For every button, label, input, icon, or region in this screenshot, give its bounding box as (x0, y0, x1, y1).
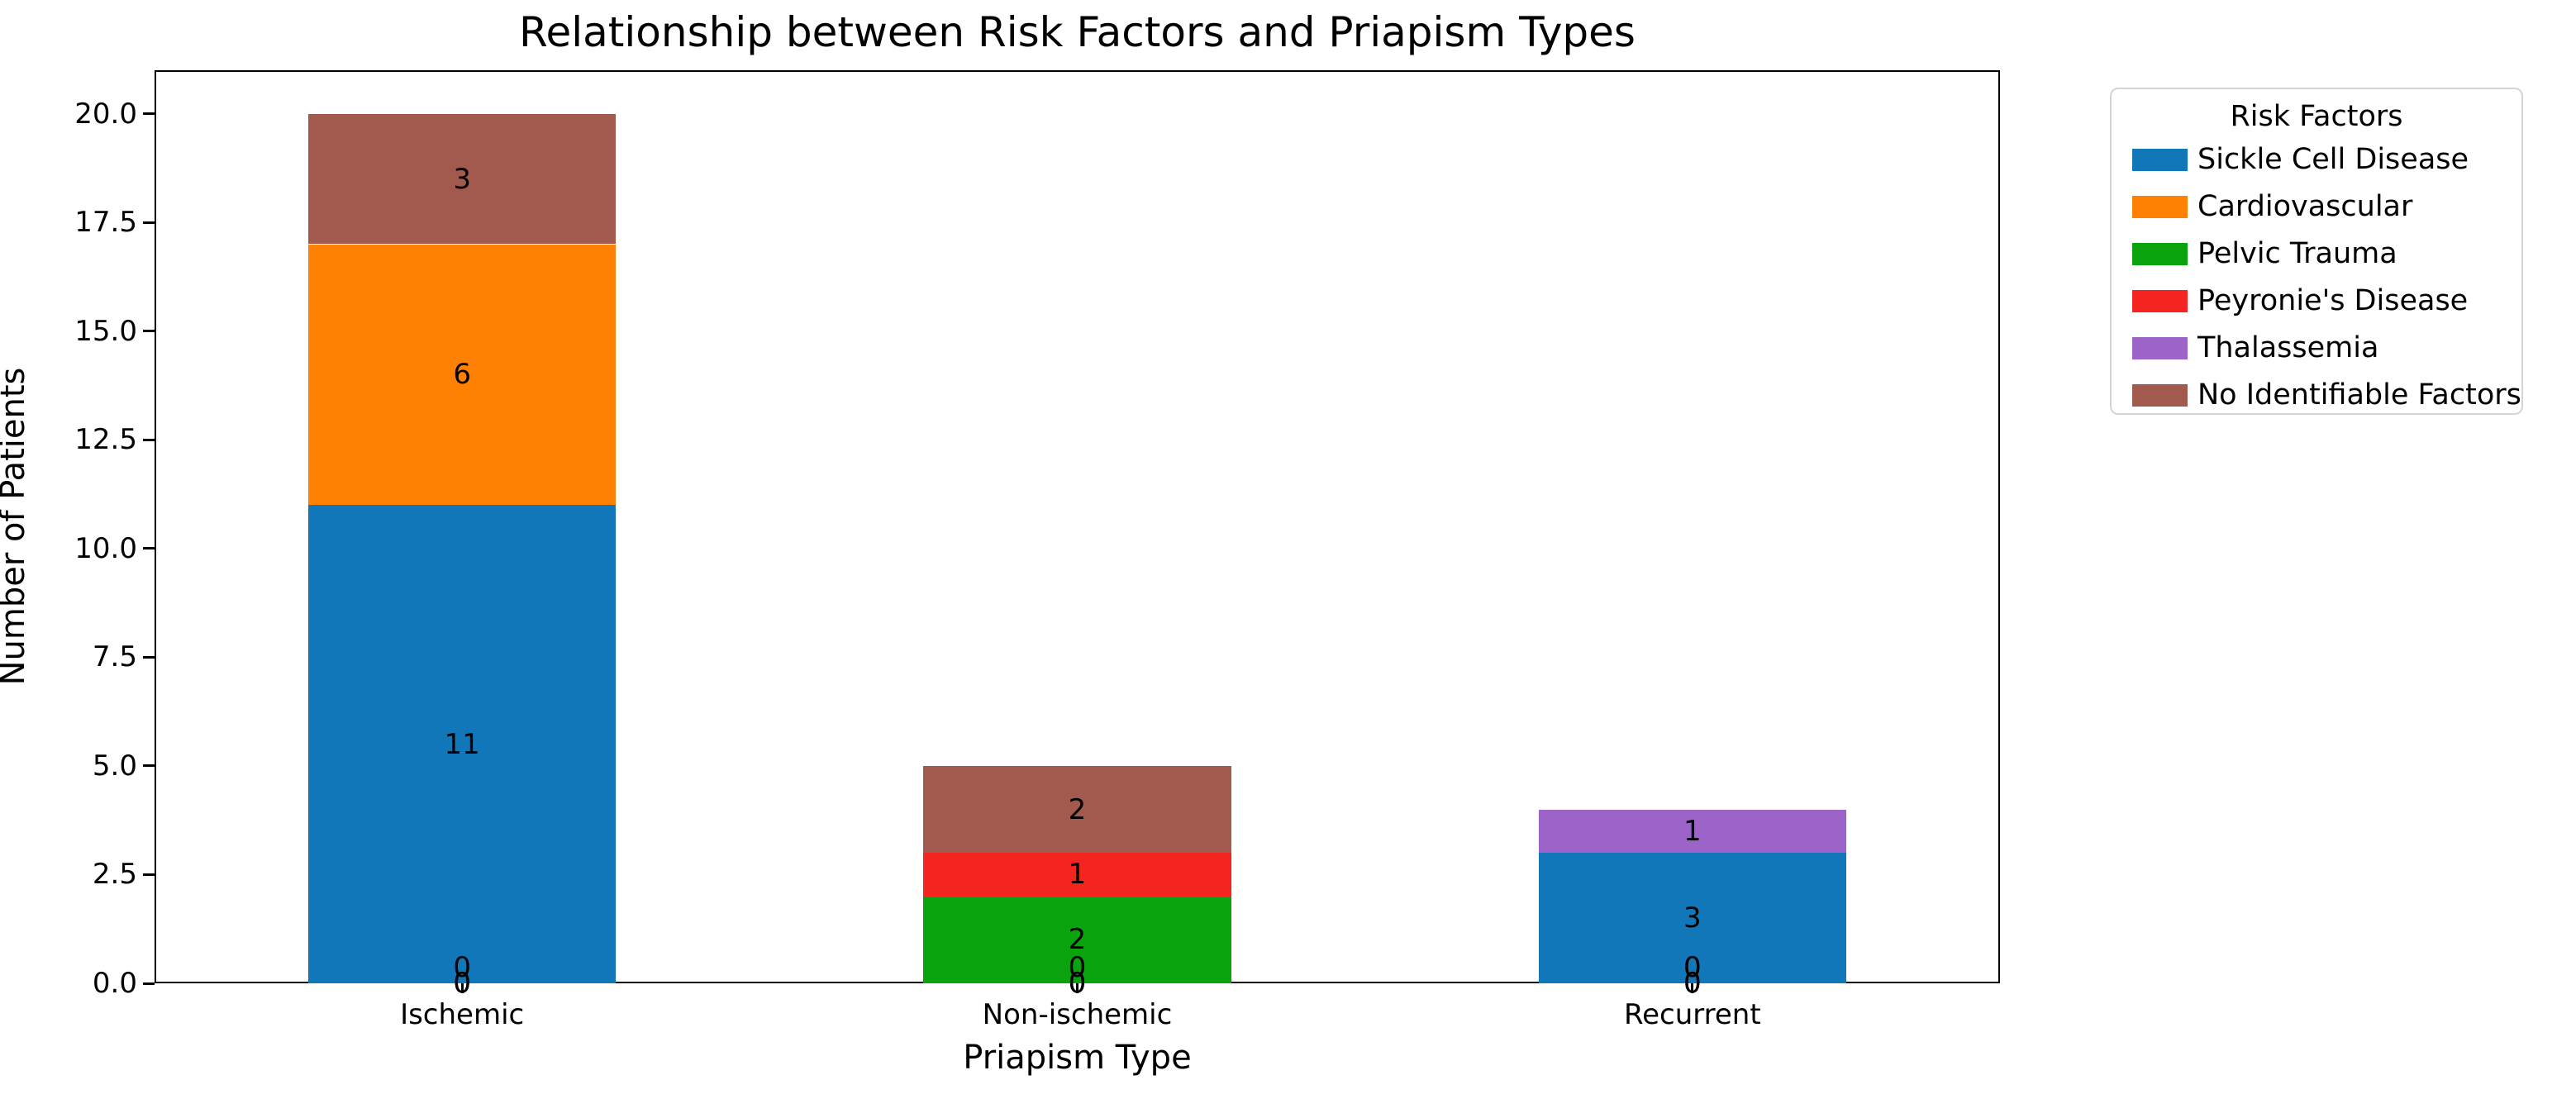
y-tick-label: 10.0 (74, 531, 137, 565)
bar-segment (1538, 853, 1846, 983)
bar-segment (923, 765, 1231, 854)
legend-item-label: Peyronie's Disease (2197, 284, 2469, 317)
zero-value-label: 0 (1683, 951, 1702, 984)
bar-segment (308, 505, 617, 983)
bars-layer: 11 6 0 0 0 3 0 0 2 1 0 2 3 0 0 0 1 0 (155, 70, 2000, 997)
bar-value-label: 1 (1068, 858, 1087, 892)
y-tick-label: 12.5 (74, 423, 137, 457)
bar-value-label: 6 (453, 358, 471, 392)
y-tick-label: 0.0 (92, 967, 137, 1000)
y-tick-mark (143, 764, 155, 768)
bar-value-label: 2 (1068, 923, 1087, 957)
chart-title: Relationship between Risk Factors and Pr… (519, 8, 1636, 56)
bar-segment (1538, 809, 1846, 854)
legend-item-label: Pelvic Trauma (2197, 237, 2397, 270)
zero-value-label: 0 (453, 967, 471, 1000)
bar-segment (308, 244, 617, 506)
bar-value-label: 2 (1068, 792, 1087, 826)
bar-segment (308, 113, 617, 245)
y-tick-label: 7.5 (92, 640, 137, 674)
legend-swatch (2132, 243, 2188, 265)
zero-value-label: 0 (1068, 967, 1087, 1000)
legend-item-label: No Identifiable Factors (2197, 378, 2521, 412)
y-tick-mark (143, 330, 155, 333)
legend-item: Pelvic Trauma (2112, 240, 2521, 269)
x-tick-mark (460, 983, 464, 993)
legend-item-label: Thalassemia (2197, 331, 2379, 364)
y-tick-mark (143, 547, 155, 550)
y-tick-mark (143, 873, 155, 876)
y-axis-label: Number of Patients (0, 367, 32, 686)
bar-segment (923, 853, 1231, 897)
y-tick-label: 2.5 (92, 858, 137, 892)
legend-swatch (2132, 290, 2188, 312)
bar-value-label: 1 (1683, 814, 1702, 848)
y-tick-label: 20.0 (74, 97, 137, 131)
legend-title: Risk Factors (2230, 100, 2403, 133)
legend: Risk Factors Sickle Cell Disease Cardiova… (2110, 88, 2523, 415)
legend-swatch (2132, 337, 2188, 359)
legend-item-label: Sickle Cell Disease (2197, 143, 2469, 176)
x-tick-label: Recurrent (1623, 998, 1761, 1031)
legend-item: Peyronie's Disease (2112, 287, 2521, 316)
legend-item: Thalassemia (2112, 334, 2521, 363)
zero-value-label: 0 (1683, 951, 1702, 984)
x-axis-label: Priapism Type (963, 1039, 1192, 1077)
bar-value-label: 11 (444, 727, 480, 761)
x-tick-label: Ischemic (400, 998, 525, 1031)
y-tick-label: 5.0 (92, 749, 137, 783)
legend-item: Cardiovascular (2112, 190, 2521, 223)
x-tick-mark (1691, 983, 1694, 993)
y-tick-mark (143, 982, 155, 985)
legend-swatch (2132, 196, 2188, 218)
legend-item: No Identifiable Factors (2112, 378, 2521, 412)
y-tick-mark (143, 221, 155, 224)
legend-swatch (2132, 384, 2188, 407)
y-tick-label: 17.5 (74, 206, 137, 240)
zero-value-label: 0 (453, 951, 471, 984)
y-tick-mark (143, 655, 155, 659)
zero-value-label: 0 (1068, 967, 1087, 1000)
bar-value-label: 3 (453, 162, 471, 196)
legend-swatch (2132, 149, 2188, 171)
y-tick-mark (143, 438, 155, 441)
zero-value-label: 0 (1683, 967, 1702, 1000)
y-tick-label: 15.0 (74, 314, 137, 348)
zero-value-label: 0 (1683, 967, 1702, 1000)
x-tick-label: Non-ischemic (982, 998, 1173, 1031)
bar-segment (923, 896, 1231, 983)
legend-item-label: Cardiovascular (2197, 190, 2413, 223)
x-tick-mark (1076, 983, 1078, 993)
zero-value-label: 0 (1068, 951, 1087, 984)
bar-value-label: 3 (1683, 902, 1702, 935)
legend-item: Sickle Cell Disease (2112, 145, 2521, 174)
zero-value-label: 0 (453, 967, 471, 1000)
y-tick-mark (143, 112, 155, 116)
